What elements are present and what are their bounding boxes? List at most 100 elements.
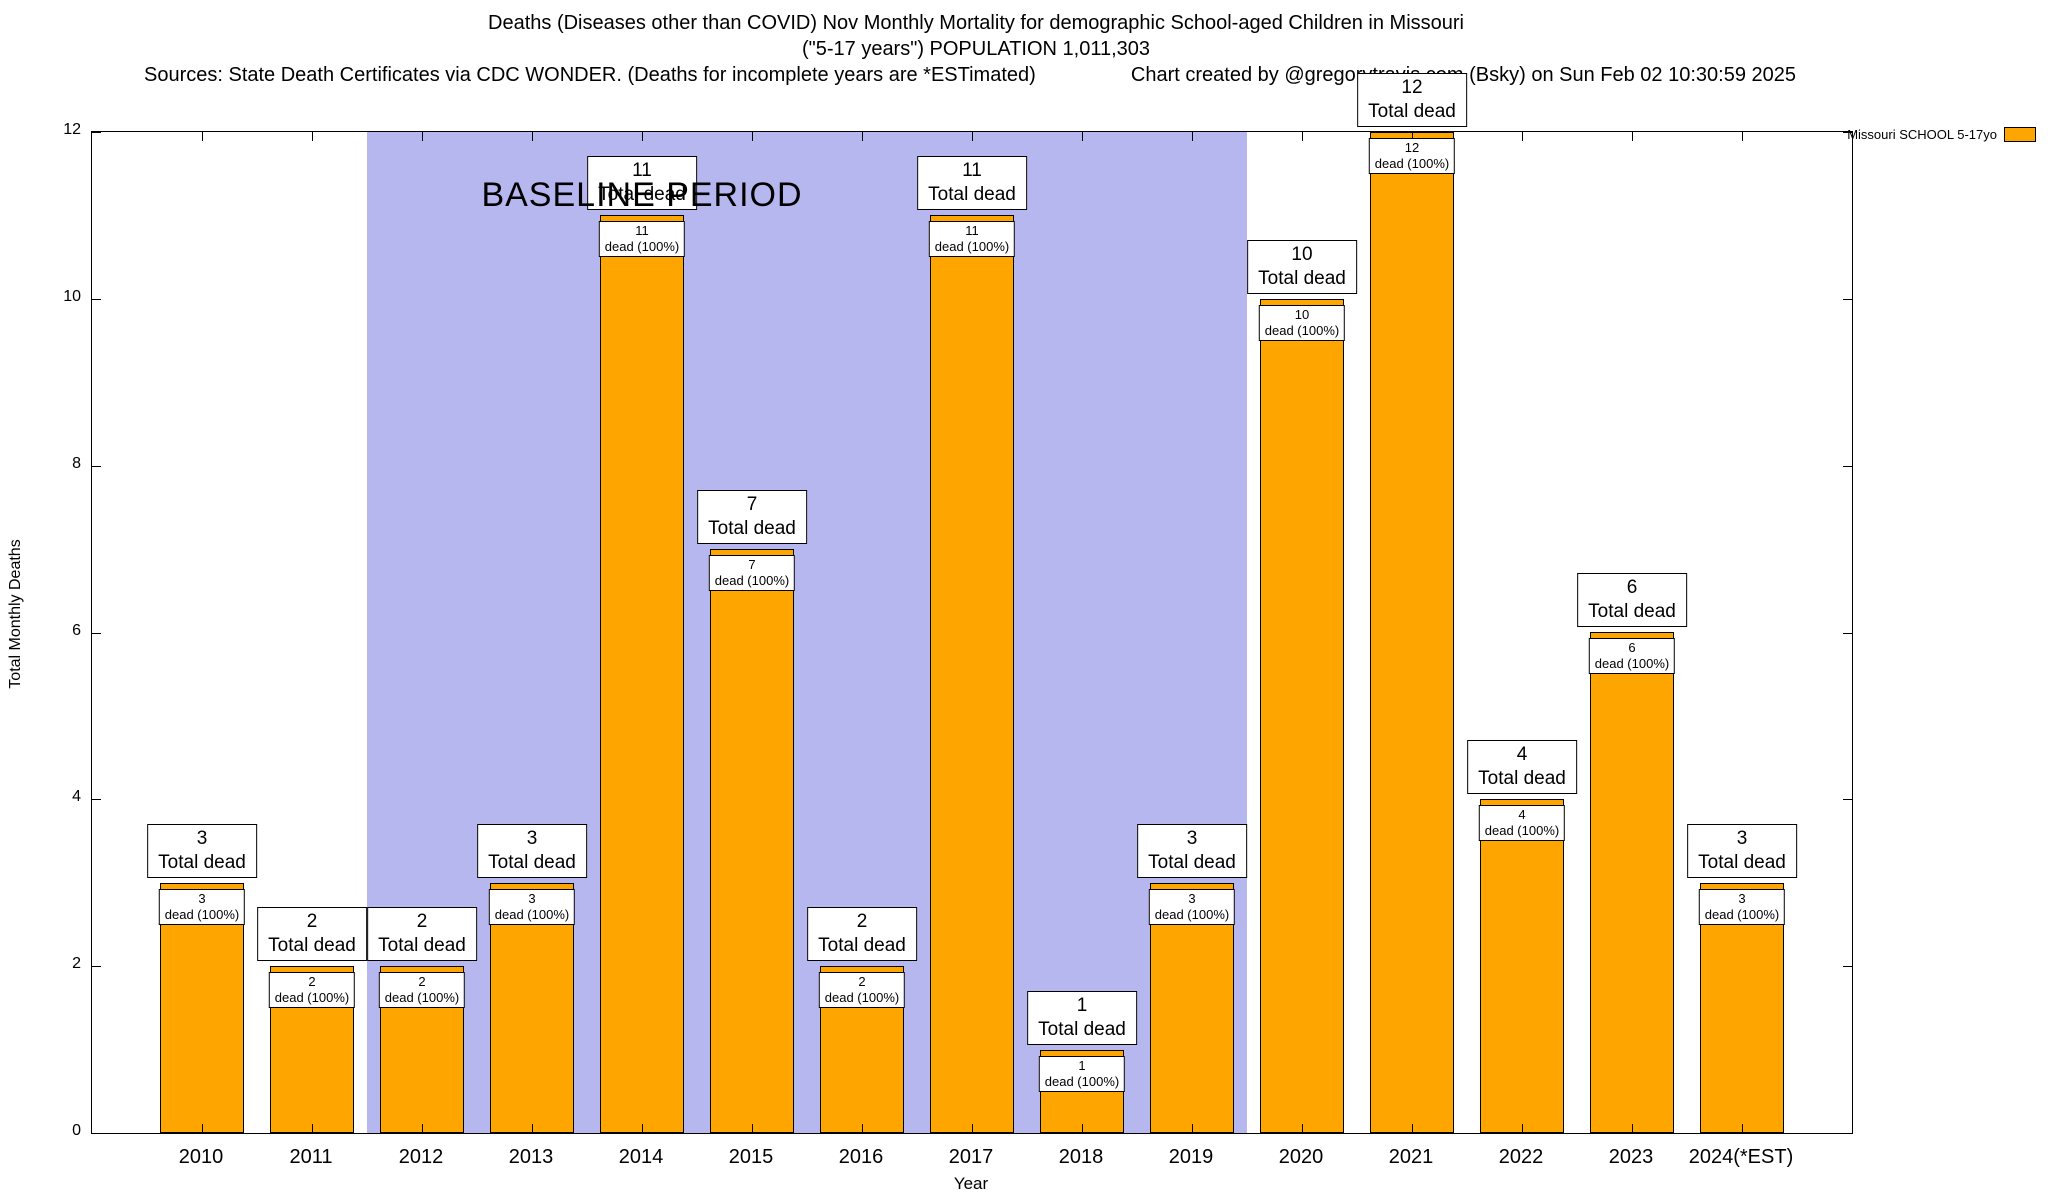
bar-total-value-2017: 11 (962, 160, 982, 181)
chart-subtitle: ("5-17 years") POPULATION 1,011,303 (801, 38, 1151, 60)
bar-inner-value-2016: 2 (858, 974, 866, 989)
bar-total-value-2011: 2 (306, 911, 318, 932)
bar-inner-value-2022: 4 (1518, 807, 1526, 822)
x-tick-label-2011: 2011 (289, 1146, 333, 1168)
bar-total-text-2014: Total dead (598, 184, 686, 205)
y-tick-mark-2 (92, 966, 101, 968)
x-tick-mark-2018 (1082, 1124, 1083, 1133)
bar-total-text-2017: Total dead (928, 184, 1016, 205)
legend-label: Missouri SCHOOL 5-17yo (1847, 127, 1997, 142)
x-tick-mark-2011 (312, 1124, 313, 1133)
y-tick-mark-10 (92, 298, 101, 300)
bar-2014 (600, 215, 684, 1133)
bar-inner-value-2017: 11 (965, 223, 979, 238)
x-tick-mark-top-2013 (532, 132, 533, 141)
bar-inner-label-2019: 3 dead (100%) (1148, 889, 1236, 925)
bar-inner-text-2014: dead (100%) (604, 239, 680, 254)
y-tick-mark-6 (92, 632, 101, 634)
bar-total-label-2011: 2 Total dead (257, 907, 367, 961)
bar-inner-label-2014: 11 dead (100%) (598, 221, 686, 257)
x-tick-mark-top-2023 (1632, 132, 1633, 141)
bar-inner-label-2011: 2 dead (100%) (268, 972, 356, 1008)
bar-inner-value-2020: 10 (1294, 307, 1310, 322)
x-tick-mark-top-2017 (972, 132, 973, 141)
bar-2020 (1260, 299, 1344, 1133)
bar-total-value-2022: 4 (1516, 744, 1528, 765)
bar-inner-label-2022: 4 dead (100%) (1478, 805, 1566, 841)
bar-inner-label-2023: 6 dead (100%) (1588, 638, 1676, 674)
bar-total-text-2022: Total dead (1478, 768, 1566, 789)
bar-inner-text-2021: dead (100%) (1374, 156, 1450, 171)
bar-inner-label-2020: 10 dead (100%) (1258, 305, 1346, 341)
y-tick-mark-right-10 (1843, 298, 1852, 300)
bar-inner-label-2013: 3 dead (100%) (488, 889, 576, 925)
bar-total-text-2016: Total dead (818, 935, 906, 956)
bar-total-text-2015: Total dead (708, 518, 796, 539)
bar-total-label-2018: 1 Total dead (1027, 991, 1137, 1045)
bar-total-label-2022: 4 Total dead (1467, 740, 1577, 794)
bar-2015 (710, 549, 794, 1133)
x-tick-label-2010: 2010 (178, 1146, 224, 1168)
y-tick-label-12: 12 (63, 121, 81, 138)
x-tick-mark-2023 (1632, 1124, 1633, 1133)
bar-inner-text-2015: dead (100%) (714, 573, 790, 588)
y-tick-label-2: 2 (72, 955, 81, 973)
y-tick-label-0: 0 (72, 1122, 81, 1139)
x-tick-mark-2012 (422, 1124, 423, 1133)
x-tick-mark-top-2014 (642, 132, 643, 141)
bar-inner-value-2015: 7 (748, 557, 756, 572)
bar-inner-value-2013: 3 (528, 891, 536, 906)
bar-2021 (1370, 132, 1454, 1133)
bar-inner-text-2017: dead (100%) (934, 239, 1010, 254)
chart-header: Deaths (Diseases other than COVID) Nov M… (96, 10, 1856, 88)
bar-total-text-2018: Total dead (1038, 1019, 1126, 1040)
bar-inner-label-2017: 11 dead (100%) (928, 221, 1016, 257)
bar-inner-value-2019: 3 (1188, 891, 1196, 906)
x-tick-mark-top-2021 (1412, 132, 1413, 141)
x-tick-mark-2014 (642, 1124, 643, 1133)
x-tick-mark-2016 (862, 1124, 863, 1133)
y-tick-label-8: 8 (72, 454, 81, 472)
bar-total-label-2017: 11 Total dead (917, 156, 1027, 210)
bar-2017 (930, 215, 1014, 1133)
x-tick-label-2020: 2020 (1278, 1146, 1324, 1168)
y-tick-mark-12 (92, 132, 101, 133)
y-tick-label-10: 10 (63, 287, 81, 305)
bar-total-label-2014: 11 Total dead (587, 156, 697, 210)
y-tick-mark-right-4 (1843, 799, 1852, 801)
bar-inner-value-2024(*EST): 3 (1738, 891, 1746, 906)
x-tick-label-2013: 2013 (508, 1146, 554, 1168)
x-tick-mark-2015 (752, 1124, 753, 1133)
y-tick-mark-4 (92, 799, 101, 801)
bar-inner-text-2019: dead (100%) (1154, 907, 1230, 922)
bar-total-label-2010: 3 Total dead (147, 824, 257, 878)
bar-2022 (1480, 799, 1564, 1133)
bar-total-label-2012: 2 Total dead (367, 907, 477, 961)
x-tick-mark-top-2015 (752, 132, 753, 141)
y-tick-mark-right-8 (1843, 465, 1852, 467)
legend: Missouri SCHOOL 5-17yo (1847, 127, 2036, 142)
bar-inner-label-2024(*EST): 3 dead (100%) (1698, 889, 1786, 925)
baseline-period-label: BASELINE PERIOD (481, 176, 803, 214)
bar-total-value-2010: 3 (196, 828, 208, 849)
bar-total-value-2023: 6 (1626, 577, 1638, 598)
bar-inner-text-2022: dead (100%) (1484, 823, 1560, 838)
x-tick-mark-top-2018 (1082, 132, 1083, 141)
plot-area: BASELINE PERIOD 3 Total dead 3 dead (100%) 2 T… (91, 73, 1853, 1134)
y-tick-mark-right-2 (1843, 966, 1852, 968)
bar-total-text-2021: Total dead (1368, 101, 1456, 122)
bar-total-label-2024(*EST): 3 Total dead (1687, 824, 1797, 878)
x-tick-label-2021: 2021 (1388, 1146, 1434, 1168)
x-tick-label-2017: 2017 (948, 1146, 994, 1168)
bar-total-text-2024(*EST): Total dead (1698, 852, 1786, 873)
bar-total-value-2018: 1 (1076, 995, 1088, 1016)
bar-total-label-2021: 12 Total dead (1357, 73, 1467, 127)
x-tick-mark-top-2019 (1192, 132, 1193, 141)
bar-total-label-2015: 7 Total dead (697, 490, 807, 544)
bar-inner-label-2021: 12 dead (100%) (1368, 138, 1456, 174)
bar-total-text-2011: Total dead (268, 935, 356, 956)
x-tick-mark-2024(*EST) (1742, 1124, 1743, 1133)
bar-inner-value-2010: 3 (198, 891, 206, 906)
bar-total-value-2012: 2 (416, 911, 428, 932)
bar-total-label-2020: 10 Total dead (1247, 240, 1357, 294)
